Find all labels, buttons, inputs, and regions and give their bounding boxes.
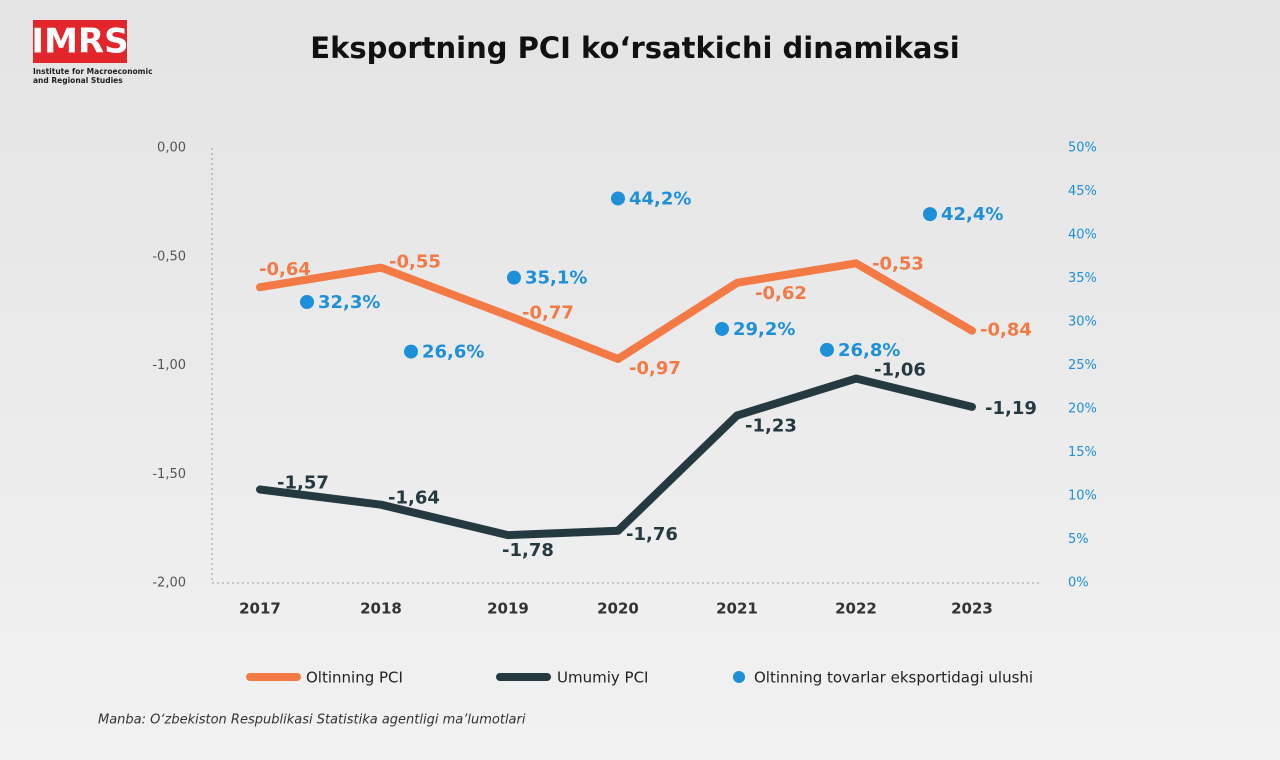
y2-tick-label: 20% [1068,402,1097,417]
y2-tick-label: 45% [1068,184,1097,199]
data-label: -1,64 [388,488,440,509]
data-label: 32,3% [318,292,380,313]
data-label: -1,57 [277,472,329,493]
x-tick-label: 2017 [239,600,281,618]
logo-box [33,20,127,63]
data-label: 42,4% [941,204,1003,225]
x-tick-label: 2023 [951,600,993,618]
data-label: -1,06 [874,360,926,381]
data-label: -0,55 [389,252,441,273]
y2-tick-label: 0% [1068,576,1089,591]
data-label: 26,6% [422,342,484,363]
y2-tick-label: 15% [1068,445,1097,460]
y2-tick-label: 25% [1068,358,1097,373]
logo-subtitle: Institute for Macroeconomic [33,67,153,76]
data-point [300,294,314,309]
logo-subtitle: and Regional Studies [33,76,123,85]
data-label: -0,77 [522,302,574,323]
y2-tick-label: 35% [1068,271,1097,286]
data-point [404,344,418,359]
legend-label: Oltinning tovarlar eksportidagi ulushi [754,669,1033,687]
y2-tick-label: 5% [1068,532,1089,547]
y-tick-label: -1,50 [152,467,186,482]
data-point [820,342,834,357]
data-label: 35,1% [525,268,587,289]
data-label: -1,23 [745,416,797,437]
data-label: 29,2% [733,319,795,340]
x-tick-label: 2022 [835,600,877,618]
data-point [507,270,521,285]
y-tick-label: -1,00 [152,358,186,373]
data-line [256,374,976,540]
data-label: -0,84 [980,320,1032,341]
x-tick-label: 2019 [487,600,529,618]
x-tick-label: 2021 [716,600,758,618]
data-label: -0,53 [872,253,924,274]
source-note: Manba: O‘zbekiston Respublikasi Statisti… [98,713,526,728]
data-line [256,259,976,363]
x-tick-label: 2020 [597,600,639,618]
data-label: 44,2% [629,188,691,209]
data-point [611,191,625,206]
y2-tick-label: 10% [1068,489,1097,504]
y-tick-label: -0,50 [152,249,186,264]
legend-label: Umumiy PCI [557,669,648,687]
legend-marker [733,671,745,683]
data-label: -1,76 [626,524,678,545]
y2-tick-label: 50% [1068,141,1097,156]
y2-tick-label: 40% [1068,228,1097,243]
y-tick-label: -2,00 [152,576,186,591]
data-label: -1,78 [502,540,554,561]
x-tick-label: 2018 [360,600,402,618]
data-label: -0,64 [259,259,311,280]
y-tick-label: 0,00 [157,141,186,156]
data-point [715,321,729,336]
data-label: 26,8% [838,340,900,361]
data-label: -0,62 [755,283,807,304]
data-label: -1,19 [985,398,1037,419]
legend-label: Oltinning PCI [306,669,403,687]
y2-tick-label: 30% [1068,315,1097,330]
logo-text: IMRS [31,22,128,62]
data-point [923,207,937,222]
chart-title: Eksportning PCI ko‘rsatkichi dinamikasi [310,31,959,65]
data-label: -0,97 [629,358,681,379]
